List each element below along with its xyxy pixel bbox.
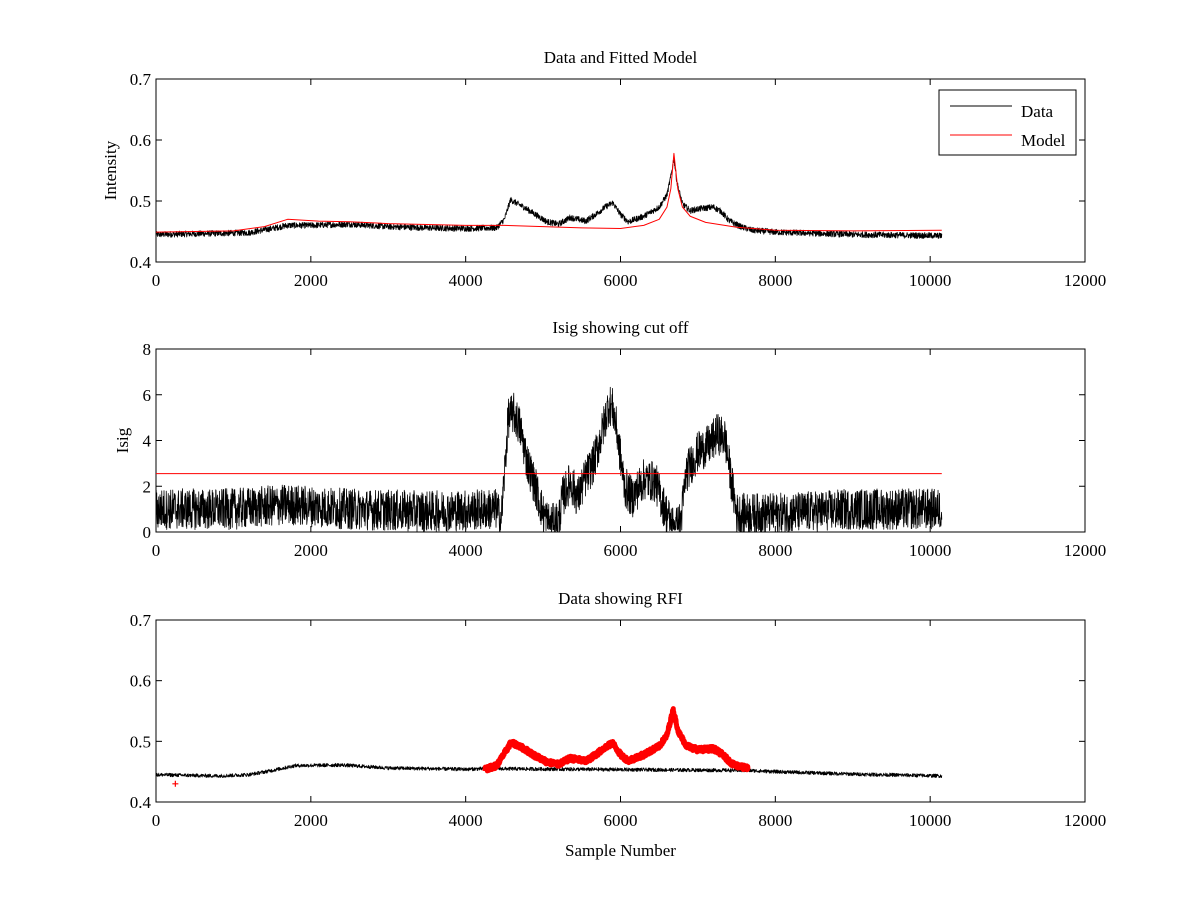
panel-1-ytick-label: 0.6 — [130, 131, 151, 150]
panel-1-xtick-label: 12000 — [1064, 271, 1107, 290]
legend-box — [938, 89, 1077, 156]
panel-1-series-model — [155, 152, 942, 233]
panel-2-ytick-label: 0 — [143, 523, 152, 542]
panel-3-ytick-label: 0.6 — [130, 672, 151, 691]
panel-3-xtick-label: 6000 — [604, 811, 638, 830]
panel-2-xtick-label: 4000 — [449, 541, 483, 560]
panel-1-xtick-label: 0 — [152, 271, 161, 290]
panel-3-xtick-label: 10000 — [909, 811, 952, 830]
panel-1-ytick-label: 0.5 — [130, 192, 151, 211]
panel-3: Data showing RFI 0 2000 4000 6000 8000 10000 1… — [130, 589, 1107, 860]
panel-3-xtick-label: 4000 — [449, 811, 483, 830]
panel-1-ytick-label: 0.4 — [130, 253, 152, 272]
panel-1-ylabel: Intensity — [101, 140, 120, 200]
panel-2-xtick-label: 6000 — [604, 541, 638, 560]
panel-2: Isig showing cut off Isig 0 2000 4000 6000 8… — [113, 318, 1106, 560]
panel-1-xtick-label: 8000 — [758, 271, 792, 290]
panel-2-ylabel: Isig — [113, 427, 132, 453]
panel-3-plot: 0 2000 4000 6000 8000 10000 12000 0.4 0.5 0.6 0.7 — [130, 611, 1107, 830]
panel-2-xtick-label: 2000 — [294, 541, 328, 560]
panel-3-ytick-label: 0.7 — [130, 611, 152, 630]
panel-1-plot: 0 2000 4000 6000 8000 10000 12000 0.4 0.5 0.6 0.7 — [130, 70, 1107, 290]
panel-2-ytick-label: 4 — [143, 432, 152, 451]
panel-3-title: Data showing RFI — [558, 589, 683, 608]
panel-3-xlabel: Sample Number — [565, 841, 676, 860]
panel-1: Data and Fitted Model Intensity 0 2000 400… — [101, 48, 1106, 290]
panel-3-xtick-label: 0 — [152, 811, 161, 830]
panel-1-ytick-label: 0.7 — [130, 70, 152, 89]
panel-3-series-rfi — [482, 706, 751, 774]
panel-1-xtick-label: 4000 — [449, 271, 483, 290]
panel-1-xtick-label: 6000 — [604, 271, 638, 290]
panel-1-xtick-label: 2000 — [294, 271, 328, 290]
panel-2-xtick-label: 8000 — [758, 541, 792, 560]
panel-2-title: Isig showing cut off — [552, 318, 688, 337]
legend-model-label: Model — [1021, 131, 1066, 150]
panel-3-ytick-label: 0.4 — [130, 793, 152, 812]
panel-1-title: Data and Fitted Model — [544, 48, 698, 67]
legend: Data Model — [938, 89, 1077, 156]
panel-2-xtick-label: 12000 — [1064, 541, 1107, 560]
panel-2-plot: 0 2000 4000 6000 8000 10000 12000 0 2 4 6 8 — [143, 340, 1107, 560]
panel-3-series-rfi-point-point — [172, 780, 179, 787]
panel-1-xtick-label: 10000 — [909, 271, 952, 290]
panel-2-ytick-label: 2 — [143, 477, 152, 496]
panel-3-xtick-label: 8000 — [758, 811, 792, 830]
panel-3-series-data — [155, 762, 943, 779]
panel-2-xtick-label: 0 — [152, 541, 161, 560]
panel-2-ytick-label: 8 — [143, 340, 152, 359]
panel-2-ytick-label: 6 — [143, 386, 152, 405]
panel-2-series-isig — [155, 386, 943, 533]
panel-3-ytick-label: 0.5 — [130, 732, 151, 751]
panel-3-xtick-label: 2000 — [294, 811, 328, 830]
legend-data-label: Data — [1021, 102, 1054, 121]
panel-2-xtick-label: 10000 — [909, 541, 952, 560]
panel-1-series-data — [155, 159, 943, 239]
panel-3-xtick-label: 12000 — [1064, 811, 1107, 830]
